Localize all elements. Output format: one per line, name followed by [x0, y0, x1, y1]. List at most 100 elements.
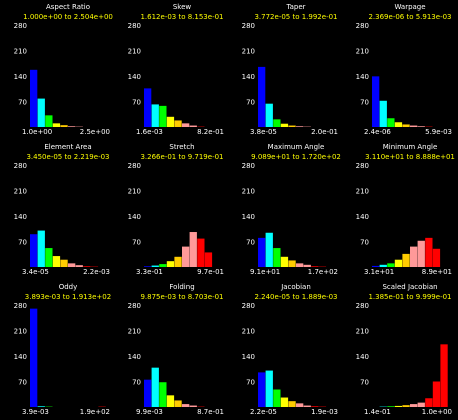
panel-title: Oddy — [59, 283, 78, 291]
panel-range: 1.000e+00 to 2.504e+00 — [23, 13, 113, 21]
y-tick-label: 210 — [14, 328, 27, 336]
x-min-label: 1.6e-03 — [136, 128, 163, 136]
y-tick-label: 210 — [14, 188, 27, 196]
histogram-bar — [303, 264, 311, 267]
y-tick-label: 210 — [356, 328, 369, 336]
x-max-label: 8.7e-01 — [197, 408, 224, 416]
y-tick-label: 70 — [360, 99, 369, 107]
histogram-bar — [379, 264, 387, 267]
histogram-bar — [182, 123, 190, 127]
x-max-label: 2.5e+00 — [80, 128, 110, 136]
histogram-bar — [410, 125, 418, 127]
histogram-bar — [273, 248, 281, 267]
histogram-bar — [273, 119, 281, 127]
histogram-bar — [174, 120, 182, 127]
histogram-bar — [280, 123, 289, 127]
histogram-bar — [311, 406, 319, 407]
histogram-bar — [189, 125, 197, 127]
histogram-bar — [417, 240, 425, 267]
y-tick-label: 210 — [242, 328, 255, 336]
histogram-bar — [182, 246, 190, 267]
histogram-bar — [372, 265, 380, 267]
histogram-bar — [60, 259, 68, 267]
x-max-label: 8.2e-01 — [197, 128, 224, 136]
x-min-label: 3.8e-05 — [250, 128, 277, 136]
x-min-label: 3.1e+01 — [364, 268, 394, 276]
y-tick-label: 280 — [356, 302, 369, 310]
histogram-bar — [159, 382, 167, 407]
histogram-bar — [30, 234, 38, 267]
panel-title: Folding — [169, 283, 194, 291]
y-tick-label: 280 — [242, 162, 255, 170]
histogram-bar — [258, 237, 266, 267]
histogram-bar — [265, 103, 273, 127]
histogram-bar — [387, 263, 395, 267]
x-max-label: 8.9e+01 — [422, 268, 452, 276]
y-tick-label: 210 — [356, 48, 369, 56]
y-tick-label: 140 — [242, 73, 255, 81]
histogram-bar — [189, 405, 197, 407]
y-tick-label: 70 — [18, 99, 27, 107]
histogram-bar — [425, 398, 433, 407]
histogram-bar — [311, 266, 319, 267]
histogram-bar — [379, 100, 387, 127]
y-tick-label: 70 — [18, 239, 27, 247]
y-tick-label: 210 — [242, 188, 255, 196]
histogram-bar — [60, 125, 68, 127]
panel-range: 3.450e-05 to 2.219e-03 — [26, 153, 109, 161]
histogram-bar — [166, 261, 175, 267]
y-tick-label: 70 — [132, 379, 141, 387]
histogram-bar — [432, 248, 441, 267]
y-tick-label: 140 — [128, 213, 141, 221]
x-max-label: 2.2e-03 — [83, 268, 110, 276]
y-tick-label: 280 — [14, 162, 27, 170]
histogram-bar — [394, 122, 403, 127]
y-tick-label: 70 — [360, 379, 369, 387]
y-tick-label: 70 — [132, 239, 141, 247]
histogram-bar — [280, 397, 289, 407]
panel-title: Warpage — [394, 3, 425, 11]
panel-title: Jacobian — [280, 283, 311, 291]
histogram-bar — [402, 405, 410, 407]
histogram-bar — [83, 266, 91, 267]
histogram-bar — [45, 115, 53, 127]
x-max-label: 1.0e+00 — [422, 408, 452, 416]
x-min-label: 1.0e+00 — [22, 128, 52, 136]
y-tick-label: 280 — [242, 22, 255, 30]
histogram-bar — [75, 265, 83, 267]
histogram-panel: Scaled Jacobian 1.385e-01 to 9.999e-01280… — [356, 283, 452, 416]
histogram-bar — [144, 266, 152, 267]
y-tick-label: 210 — [128, 48, 141, 56]
x-min-label: 3.3e-01 — [136, 268, 163, 276]
y-tick-label: 280 — [14, 22, 27, 30]
histogram-bar — [197, 238, 205, 267]
y-tick-label: 280 — [14, 302, 27, 310]
y-tick-label: 140 — [128, 353, 141, 361]
panel-title: Maximum Angle — [268, 143, 325, 151]
histogram-bar — [37, 98, 45, 127]
panel-range: 1.612e-03 to 8.153e-01 — [140, 13, 223, 21]
panel-range: 1.385e-01 to 9.999e-01 — [368, 293, 451, 301]
panel-title: Taper — [285, 3, 305, 11]
histogram-bar — [265, 370, 273, 407]
histogram-bar — [174, 400, 182, 407]
y-tick-label: 140 — [356, 213, 369, 221]
histogram-bar — [258, 372, 266, 407]
histogram-bar — [387, 406, 395, 407]
histogram-bar — [394, 259, 403, 267]
y-tick-label: 280 — [356, 162, 369, 170]
x-max-label: 5.9e-03 — [425, 128, 452, 136]
histogram-bar — [159, 105, 167, 127]
panel-title: Stretch — [169, 143, 194, 151]
y-tick-label: 210 — [128, 328, 141, 336]
histogram-bar — [151, 265, 159, 267]
histogram-bar — [288, 125, 296, 127]
y-tick-label: 70 — [246, 99, 255, 107]
y-tick-label: 140 — [242, 213, 255, 221]
histogram-bar — [45, 248, 53, 267]
